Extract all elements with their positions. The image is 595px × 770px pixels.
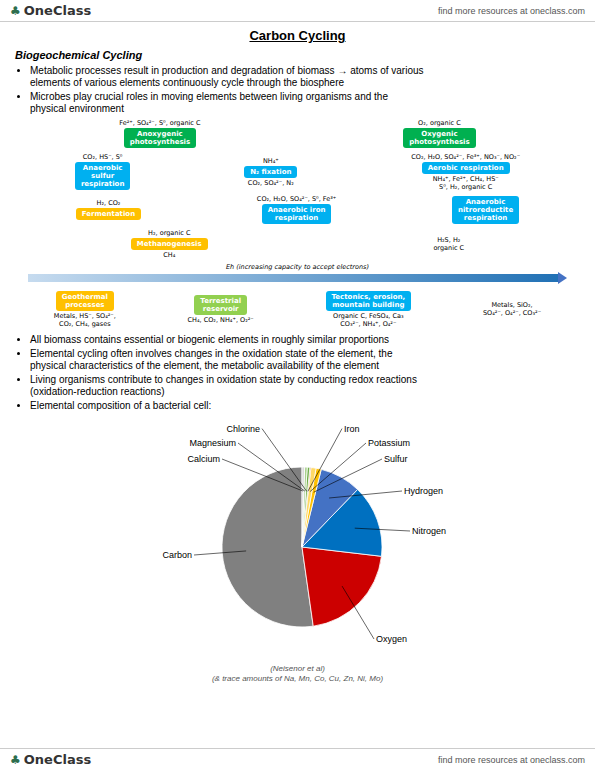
- html-text:Anaerobic nitroreductite respi: Anaerobic nitroreductite respiration: [458, 198, 514, 222]
- html-text:(Neisenor et al): (Neisenor et al): [270, 664, 325, 673]
- html-text:Carbon Cycling: Carbon Cycling: [249, 28, 346, 43]
- html-text:Microbes play crucial roles in: Microbes play crucial roles in moving el…: [30, 91, 388, 114]
- svg-text:Calcium: Calcium: [187, 454, 220, 464]
- svg-text:Nitrogen: Nitrogen: [412, 526, 446, 536]
- html-text:find more resources at oneclas: find more resources at oneclass.com: [437, 754, 585, 765]
- html-text:Eh (increasing capacity to acc: Eh (increasing capacity to accept electr…: [226, 263, 369, 271]
- html-text:(& trace amounts of Na, Mn, Co: (& trace amounts of Na, Mn, Co, Cu, Zn, …: [211, 674, 384, 683]
- html-text:Tectonics, erosion, mountain b: Tectonics, erosion, mountain building: [331, 293, 406, 309]
- html-text:Anoxygenic photosynthesis: Anoxygenic photosynthesis: [129, 130, 191, 146]
- svg-text:Oxygen: Oxygen: [376, 634, 407, 644]
- html-text:Elemental cycling often involv: Elemental cycling often involves changes…: [30, 348, 393, 371]
- html-text:O₂, organic C: O₂, organic C: [418, 119, 461, 127]
- svg-text:Iron: Iron: [344, 424, 360, 434]
- html-text:CO₂, H₂O, SO₄²⁻, S⁰, Fe³⁺: CO₂, H₂O, SO₄²⁻, S⁰, Fe³⁺: [256, 195, 337, 203]
- html-text:NH₄⁺, Fe²⁺, CH₄, HS⁻: NH₄⁺, Fe²⁺, CH₄, HS⁻: [432, 175, 499, 183]
- svg-text:Chlorine: Chlorine: [226, 424, 260, 434]
- html-text:Organic C, FeSO₄, Ca₃: Organic C, FeSO₄, Ca₃: [333, 312, 404, 320]
- html-text:Biogeochemical Cycling: Biogeochemical Cycling: [15, 49, 143, 61]
- html-text:♣ OneClass: ♣ OneClass: [10, 752, 92, 767]
- html-text:Oxygenic photosynthesis: Oxygenic photosynthesis: [409, 130, 470, 146]
- html-text:Geothermal processes: Geothermal processes: [61, 293, 108, 309]
- html-text:N₂ fixation: N₂ fixation: [250, 168, 292, 176]
- svg-text:Potassium: Potassium: [368, 438, 410, 448]
- html-text:CO₂, SO₄²⁻, N₂: CO₂, SO₄²⁻, N₂: [247, 179, 294, 187]
- html-text:S⁰, H₂, organic C: S⁰, H₂, organic C: [439, 183, 493, 191]
- html-text:Aerobic respiration: Aerobic respiration: [427, 164, 504, 172]
- html-text:Living organisms contribute to: Living organisms contribute to changes i…: [30, 374, 417, 397]
- html-text:Methanogenesis: Methanogenesis: [136, 240, 202, 248]
- html-text:Elemental composition of a bac: Elemental composition of a bacterial cel…: [30, 400, 212, 411]
- html-text:CO₃²⁻, NH₄⁺, O₄²⁻: CO₃²⁻, NH₄⁺, O₄²⁻: [340, 320, 397, 328]
- svg-text:Sulfur: Sulfur: [384, 454, 408, 464]
- html-text:CH₄, CO₂, NH₄⁺, O₂²⁻: CH₄, CO₂, NH₄⁺, O₂²⁻: [187, 316, 254, 324]
- html-text:Metals, SiO₂,: Metals, SiO₂,: [491, 301, 533, 309]
- html-text:Terrestrial reservoir: Terrestrial reservoir: [200, 297, 241, 313]
- html-text:Fe²⁺, SO₄²⁻, S⁰, organic C: Fe²⁺, SO₄²⁻, S⁰, organic C: [119, 119, 201, 127]
- html-text:Metals, HS⁻, SO₄²⁻,: Metals, HS⁻, SO₄²⁻,: [53, 312, 116, 320]
- html-text:♣ OneClass: ♣ OneClass: [10, 3, 92, 18]
- html-text:H₂S, H₂: H₂S, H₂: [437, 236, 461, 244]
- html-text:find more resources at oneclas: find more resources at oneclass.com: [437, 5, 585, 16]
- html-text:organic C: organic C: [433, 244, 465, 252]
- html-text:NH₄⁺: NH₄⁺: [262, 157, 279, 165]
- html-text:Anaerobic iron respiration: Anaerobic iron respiration: [267, 206, 326, 222]
- html-text:CO₂, CH₄, gases: CO₂, CH₄, gases: [59, 320, 111, 328]
- html-text:Anaerobic sulfur respiration: Anaerobic sulfur respiration: [80, 164, 125, 188]
- html-text:CH₄: CH₄: [163, 251, 176, 259]
- html-text:SO₄²⁻, O₄²⁻, CO₃²⁻: SO₄²⁻, O₄²⁻, CO₃²⁻: [482, 309, 542, 317]
- html-text:CO₂, HS⁻, S⁰: CO₂, HS⁻, S⁰: [82, 153, 123, 161]
- html-text:Fermentation: Fermentation: [81, 210, 136, 218]
- html-text:All biomass contains essential: All biomass contains essential or biogen…: [30, 334, 390, 345]
- html-text:H₂, CO₂: H₂, CO₂: [96, 199, 121, 207]
- svg-text:Carbon: Carbon: [162, 550, 192, 560]
- svg-text:Hydrogen: Hydrogen: [404, 486, 443, 496]
- html-text:CO₂, H₂O, SO₄²⁻, Fe³⁺, NO₃⁻, N: CO₂, H₂O, SO₄²⁻, Fe³⁺, NO₃⁻, NO₂⁻: [411, 153, 521, 161]
- html-text:H₂, organic C: H₂, organic C: [148, 229, 191, 237]
- svg-text:Magnesium: Magnesium: [189, 438, 236, 448]
- html-text:Metabolic processes result in: Metabolic processes result in production…: [30, 65, 424, 88]
